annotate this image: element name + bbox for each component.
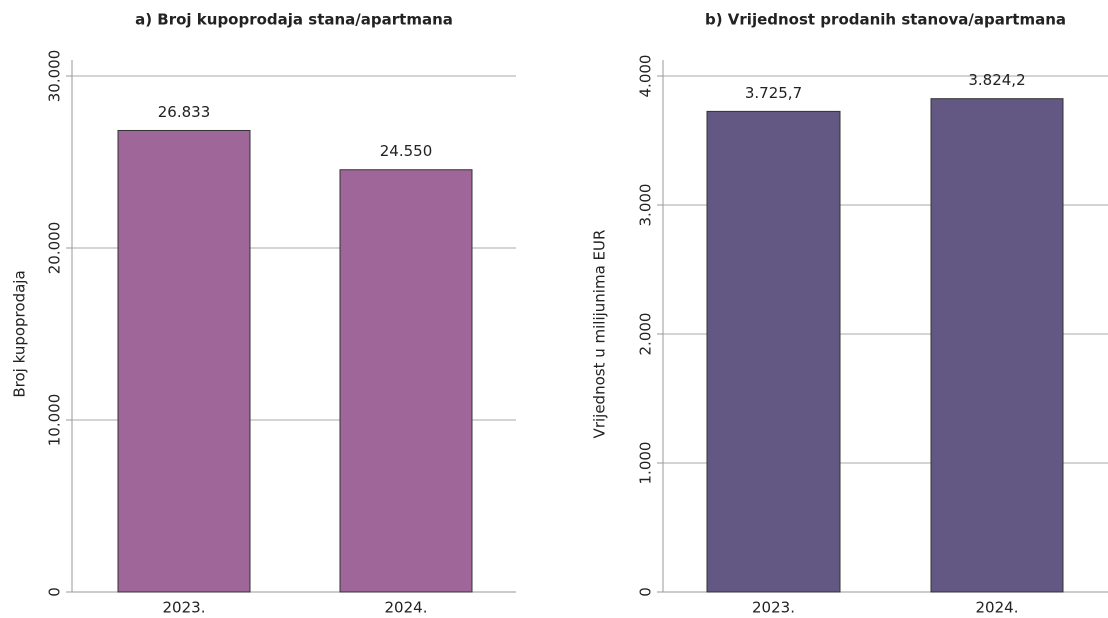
y-tick-label: 20.000: [46, 222, 64, 275]
bar: [117, 129, 251, 593]
data-label: 3.725,7: [745, 84, 802, 102]
y-tick-label: 2.000: [637, 313, 655, 356]
y-tick-label: 30.000: [46, 50, 64, 103]
x-tick-label: 2023.: [752, 599, 795, 617]
x-tick-label: 2023.: [163, 599, 206, 617]
chart-title: b) Vrijednost prodanih stanova/apartmana: [705, 11, 1066, 29]
x-tick-label: 2024.: [976, 599, 1019, 617]
y-tick-label: 3.000: [637, 184, 655, 227]
chart-title: a) Broj kupoprodaja stana/apartmana: [135, 11, 453, 29]
y-tick-label: 0: [46, 587, 64, 597]
y-tick-label: 4.000: [637, 55, 655, 98]
data-label: 3.824,2: [968, 71, 1025, 89]
bar: [706, 110, 841, 593]
bar: [930, 98, 1064, 593]
y-axis-label: Broj kupoprodaja: [11, 270, 29, 397]
y-axis-label: Vrijednost u milijunima EUR: [591, 230, 609, 439]
x-tick-label: 2024.: [385, 599, 428, 617]
y-tick-label: 0: [637, 587, 655, 597]
data-label: 26.833: [158, 103, 211, 121]
y-tick-label: 1.000: [637, 442, 655, 485]
bar: [339, 169, 473, 593]
data-label: 24.550: [380, 142, 433, 160]
y-tick-label: 10.000: [46, 394, 64, 447]
